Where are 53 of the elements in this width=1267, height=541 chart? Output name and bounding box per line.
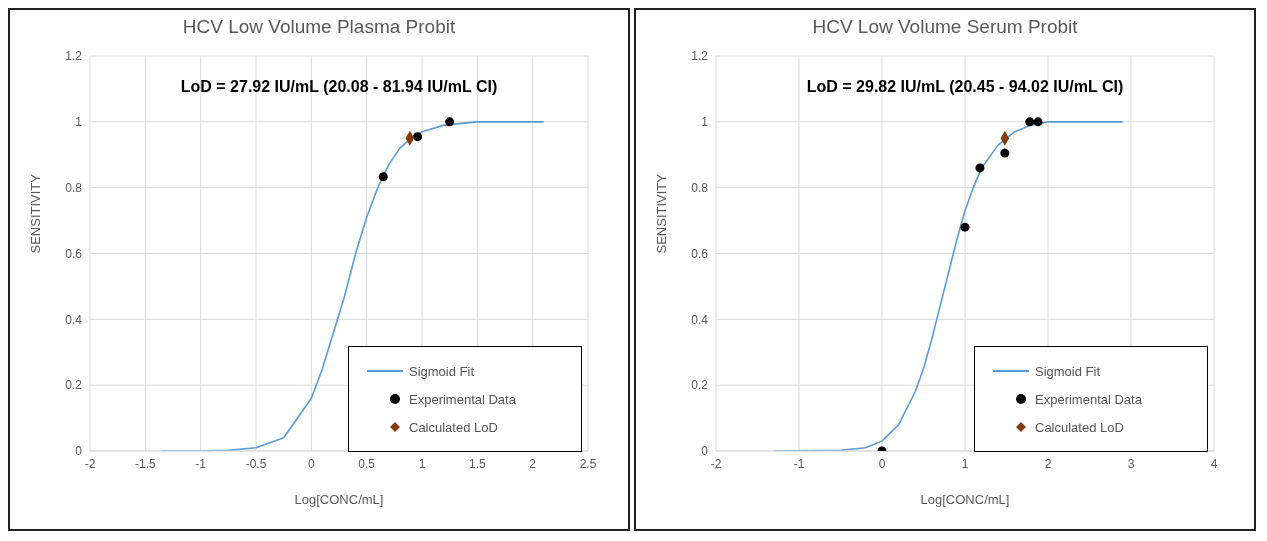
point [1033, 117, 1043, 127]
y-axis-title: SENSITIVITY [653, 173, 669, 254]
x-tick-label: 2 [1044, 456, 1052, 471]
y-tick-label: 0.4 [691, 312, 709, 327]
legend-label: Sigmoid Fit [409, 363, 475, 379]
legend-label: Calculated LoD [1035, 419, 1124, 435]
point [445, 117, 455, 127]
x-tick-label: 1 [961, 456, 969, 471]
y-axis-title: SENSITIVITY [27, 173, 43, 254]
y-tick-label: 0.2 [691, 378, 709, 393]
point [413, 132, 423, 142]
y-tick-label: 0 [75, 444, 83, 459]
x-tick-label: 0.5 [358, 456, 376, 471]
x-tick-label: 0 [878, 456, 886, 471]
chart-title: HCV Low Volume Plasma Probit [181, 16, 457, 39]
y-tick-label: 1 [701, 115, 709, 130]
y-tick-label: 0 [701, 444, 709, 459]
y-tick-label: 0.8 [691, 180, 709, 195]
chart-title: HCV Low Volume Serum Probit [811, 16, 1079, 39]
x-tick-label: 2.5 [579, 456, 597, 471]
point [378, 172, 388, 182]
point [960, 222, 970, 232]
point [1025, 117, 1035, 127]
y-tick-label: 1.2 [65, 49, 83, 64]
x-tick-label: -2 [84, 456, 96, 471]
x-tick-label: 3 [1127, 456, 1135, 471]
x-tick-label: -2 [710, 456, 722, 471]
x-tick-label: -0.5 [245, 456, 267, 471]
y-tick-label: 0.4 [65, 312, 83, 327]
annotation: LoD = 29.82 IU/mL (20.45 - 94.02 IU/mL CI) [805, 78, 1125, 96]
legend-label: Sigmoid Fit [1035, 363, 1101, 379]
x-tick-label: 4 [1210, 456, 1218, 471]
x-tick-label: 2 [529, 456, 537, 471]
y-tick-label: 1 [75, 115, 83, 130]
x-tick-label: -1 [195, 456, 207, 471]
x-tick-label: 0 [307, 456, 315, 471]
y-tick-label: 0.6 [691, 246, 709, 261]
y-tick-label: 0.8 [65, 180, 83, 195]
point [975, 163, 985, 173]
legend-label: Experimental Data [1035, 391, 1142, 407]
x-axis-title: Log[CONC/mL] [920, 492, 1010, 507]
point [1000, 148, 1010, 158]
x-tick-label: -1 [793, 456, 805, 471]
x-axis-title: Log[CONC/mL] [294, 492, 384, 507]
x-tick-label: 1 [418, 456, 426, 471]
y-tick-label: 1.2 [691, 49, 709, 64]
y-tick-label: 0.6 [65, 246, 83, 261]
legend-label: Calculated LoD [409, 419, 498, 435]
x-tick-label: 1.5 [468, 456, 486, 471]
legend-label: Experimental Data [409, 391, 516, 407]
x-tick-label: -1.5 [134, 456, 156, 471]
annotation: LoD = 27.92 IU/mL (20.08 - 81.94 IU/mL CI) [179, 78, 499, 96]
y-tick-label: 0.2 [65, 378, 83, 393]
